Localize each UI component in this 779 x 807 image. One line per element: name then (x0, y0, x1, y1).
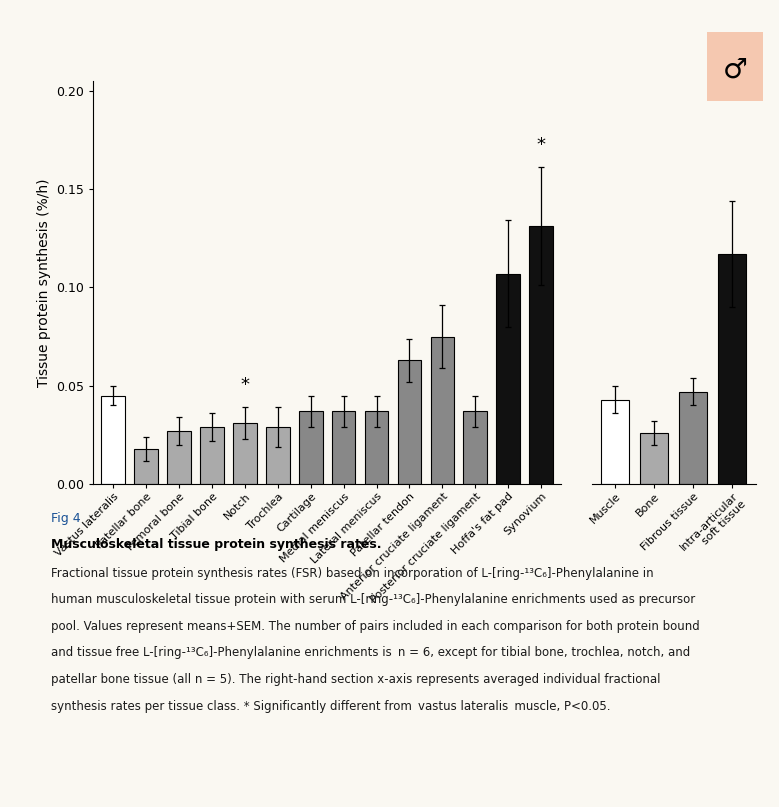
Text: Fractional tissue protein synthesis rates (FSR) based on incorporation of L-[rin: Fractional tissue protein synthesis rate… (51, 567, 654, 579)
Bar (431, 337, 454, 484)
Text: Fig 4: Fig 4 (51, 512, 80, 525)
Bar (529, 226, 553, 484)
Text: synthesis rates per tissue class. * Significantly different from  vastus lateral: synthesis rates per tissue class. * Sign… (51, 700, 610, 713)
Text: patellar bone tissue (all n = 5). The right-hand section x-axis represents avera: patellar bone tissue (all n = 5). The ri… (51, 673, 660, 686)
Bar (679, 391, 707, 484)
Bar (397, 360, 421, 484)
Bar (464, 412, 487, 484)
Bar (233, 423, 257, 484)
Y-axis label: Tissue protein synthesis (%/h): Tissue protein synthesis (%/h) (37, 178, 51, 387)
Bar (365, 412, 389, 484)
Bar (718, 254, 746, 484)
Bar (640, 433, 668, 484)
Bar (200, 427, 224, 484)
Text: *: * (241, 376, 249, 394)
Bar (332, 412, 355, 484)
Text: and tissue free L-[ring-¹³C₆]-Phenylalanine enrichments is  n = 6, except for ti: and tissue free L-[ring-¹³C₆]-Phenylalan… (51, 646, 690, 659)
Text: *: * (537, 136, 545, 153)
Bar (134, 449, 158, 484)
Text: ♂: ♂ (723, 56, 748, 84)
Text: human musculoskeletal tissue protein with serum L-[ring-¹³C₆]-Phenylalanine enri: human musculoskeletal tissue protein wit… (51, 593, 695, 606)
Bar (299, 412, 323, 484)
Bar (266, 427, 290, 484)
Bar (101, 395, 125, 484)
Text: Musculoskeletal tissue protein synthesis rates.: Musculoskeletal tissue protein synthesis… (51, 538, 381, 551)
Bar (167, 431, 191, 484)
Bar (601, 399, 629, 484)
Text: pool. Values represent means+SEM. The number of pairs included in each compariso: pool. Values represent means+SEM. The nu… (51, 620, 700, 633)
Bar (496, 274, 520, 484)
